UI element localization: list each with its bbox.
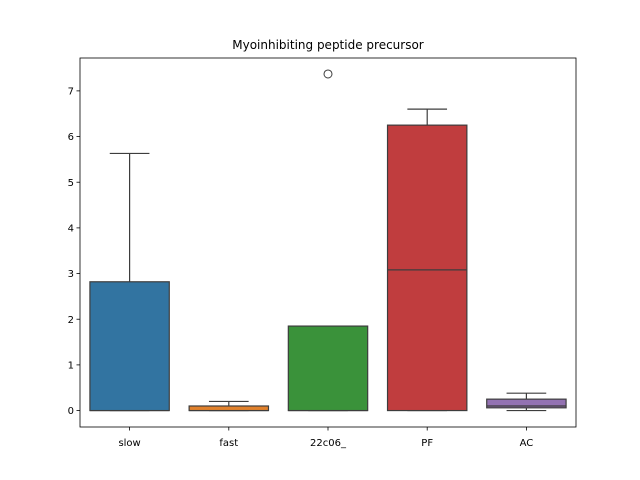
y-tick-label: 5 [68, 178, 74, 189]
y-tick-label: 4 [68, 223, 74, 234]
x-tick-label: AC [520, 438, 534, 449]
x-tick-label: fast [219, 438, 238, 449]
y-tick-label: 3 [68, 269, 74, 280]
y-tick-label: 6 [68, 132, 74, 143]
y-tick-label: 0 [68, 406, 74, 417]
box-body [188, 405, 270, 412]
chart-title: Myoinhibiting peptide precursor [232, 38, 424, 52]
box-AC [486, 392, 567, 412]
box-slow [89, 152, 170, 412]
y-tick-label: 2 [68, 315, 74, 326]
y-axis: 0 1 2 3 4 5 6 7 [68, 86, 80, 417]
outlier-point [323, 69, 333, 79]
x-tick-label: slow [118, 438, 140, 449]
box-fast [188, 400, 270, 412]
x-axis: slow fast 22c06_ PF AC [118, 427, 533, 449]
box-body [287, 325, 369, 412]
plot-area [89, 69, 567, 412]
box-body [89, 281, 170, 412]
box-22c06_ [287, 69, 369, 412]
y-tick-label: 7 [68, 86, 74, 97]
box-body [386, 124, 468, 412]
box-PF [386, 108, 468, 412]
box-body [486, 398, 567, 409]
y-tick-label: 1 [68, 360, 74, 371]
x-tick-label: PF [421, 438, 433, 449]
x-tick-label: 22c06_ [310, 438, 347, 449]
